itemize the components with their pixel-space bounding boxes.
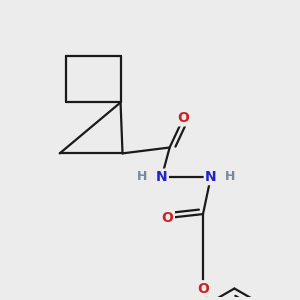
Text: N: N <box>156 170 168 184</box>
Text: H: H <box>137 170 147 183</box>
Text: O: O <box>162 211 174 225</box>
Text: O: O <box>197 281 209 296</box>
Text: O: O <box>177 111 189 125</box>
Text: H: H <box>225 170 236 183</box>
Text: N: N <box>205 170 217 184</box>
